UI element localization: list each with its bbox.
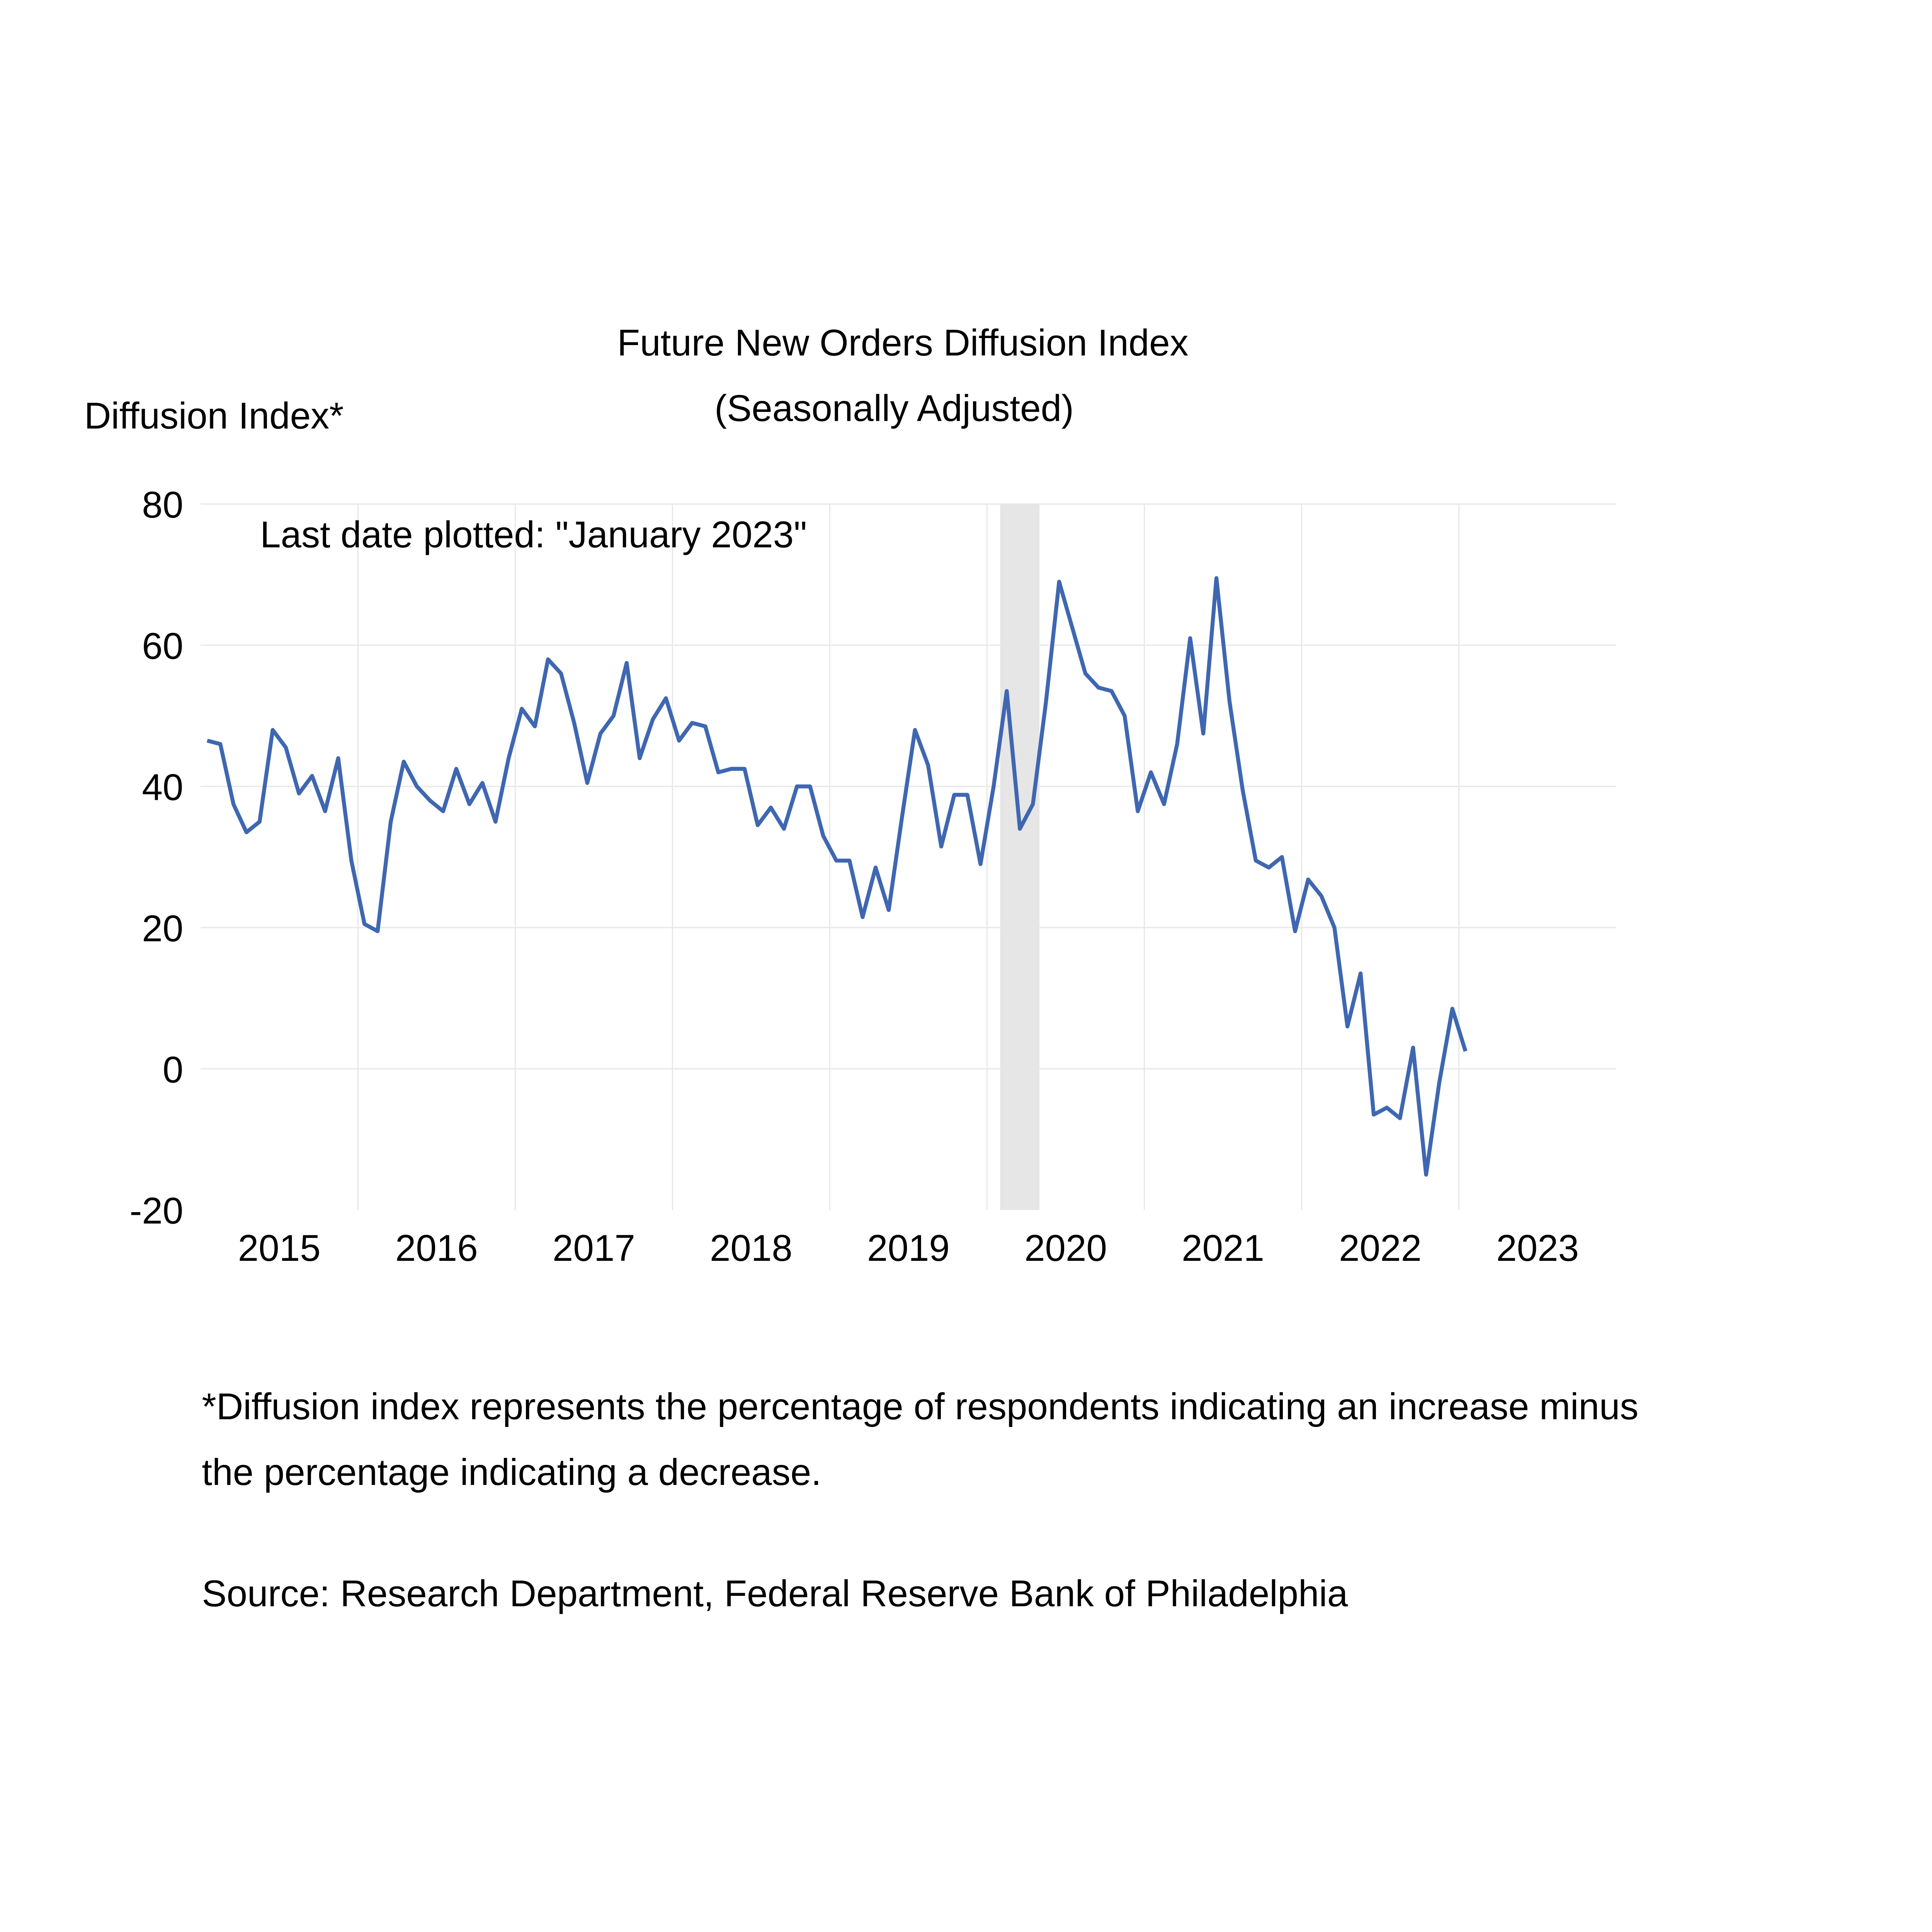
chart-subtitle: (Seasonally Adjusted): [714, 388, 1074, 429]
x-tick-label: 2019: [867, 1228, 950, 1269]
y-axis-label: Diffusion Index*: [84, 395, 344, 437]
y-tick-label: 80: [142, 485, 183, 526]
x-tick-label: 2021: [1182, 1228, 1264, 1269]
y-tick-label: 60: [142, 626, 183, 667]
footnote-line-2: the percentage indicating a decrease.: [202, 1452, 821, 1493]
x-tick-label: 2020: [1024, 1228, 1107, 1269]
series-line: [206, 576, 1468, 1177]
footnote-line-1: *Diffusion index represents the percenta…: [202, 1386, 1638, 1427]
y-tick-label: 40: [142, 767, 183, 808]
x-tick-label: 2015: [238, 1228, 321, 1269]
x-tick-label: 2016: [395, 1228, 478, 1269]
chart-title: Future New Orders Diffusion Index: [617, 322, 1188, 364]
recession-shading: [1000, 504, 1040, 1210]
y-axis-ticks: 80 60 40 20 0 -20: [129, 485, 183, 1232]
last-date-annotation: Last date plotted: "January 2023": [260, 514, 807, 556]
x-tick-label: 2018: [710, 1228, 793, 1269]
y-tick-label: 20: [142, 908, 183, 949]
x-tick-label: 2022: [1339, 1228, 1422, 1269]
y-tick-label: -20: [129, 1190, 183, 1232]
source-note: Source: Research Department, Federal Res…: [202, 1573, 1348, 1614]
x-tick-label: 2023: [1496, 1228, 1579, 1269]
x-tick-label: 2017: [553, 1228, 635, 1269]
x-axis-ticks: 2015 2016 2017 2018 2019 2020 2021 2022 2023: [238, 1228, 1579, 1269]
gridlines: [201, 503, 1616, 1210]
y-tick-label: 0: [163, 1049, 183, 1090]
